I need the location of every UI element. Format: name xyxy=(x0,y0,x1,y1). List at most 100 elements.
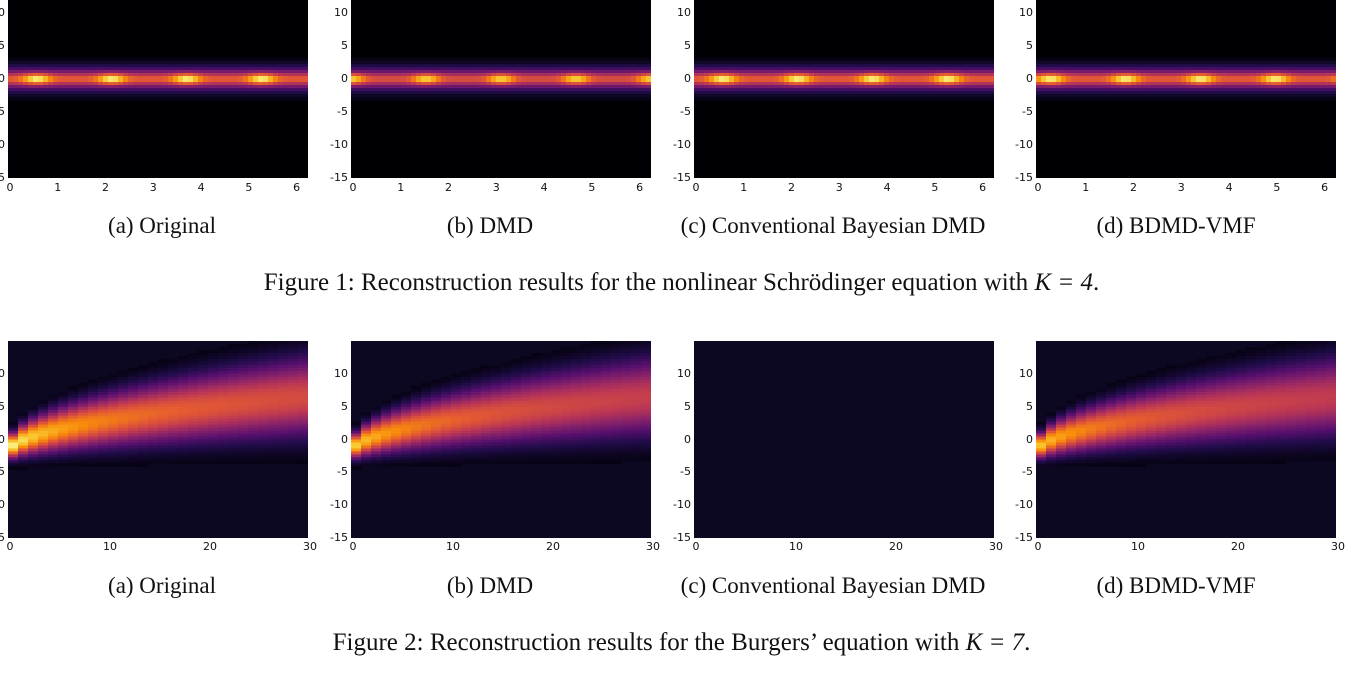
y-tick-label: 0 xyxy=(684,72,691,85)
caption-text: Figure 2: Reconstruction results for the… xyxy=(332,629,966,656)
y-tick-label: -5 xyxy=(1022,105,1033,118)
x-tick-label: 6 xyxy=(1321,181,1329,194)
x-tick-label: 10 xyxy=(1131,540,1145,553)
fig2-heatmap-vmf xyxy=(1036,341,1336,538)
y-tick-label: -10 xyxy=(673,498,691,512)
y-tick-label: -5 xyxy=(680,465,691,479)
x-tick-label: 5 xyxy=(931,181,939,194)
x-tick-label: 10 xyxy=(446,540,460,553)
fig2-heatmap-original xyxy=(8,341,308,538)
y-tick-label: 0 xyxy=(1026,72,1033,85)
x-tick-label: 5 xyxy=(1273,181,1281,194)
y-tick-label: 10 xyxy=(0,6,5,19)
y-tick-label: 5 xyxy=(684,39,691,52)
x-tick-label: 6 xyxy=(636,181,644,194)
x-tick-label: 30 xyxy=(1331,540,1345,553)
y-tick-label: 10 xyxy=(677,6,691,19)
fig1-subcaption-original: (a) Original xyxy=(108,213,216,238)
y-tick-label: 10 xyxy=(334,366,348,380)
x-tick-label: 5 xyxy=(245,181,253,194)
y-tick-label: 5 xyxy=(0,399,5,413)
x-tick-label: 30 xyxy=(989,540,1003,553)
y-tick-label: -15 xyxy=(330,171,348,184)
y-tick-label: 10 xyxy=(1019,6,1033,19)
y-tick-label: -5 xyxy=(1022,465,1033,479)
y-tick-label: 5 xyxy=(0,39,5,52)
y-tick-label: -5 xyxy=(0,105,5,118)
fig2-subcaption-dmd: (b) DMD xyxy=(446,573,534,598)
x-tick-label: 1 xyxy=(1082,181,1090,194)
x-tick-label: 4 xyxy=(197,181,205,194)
x-tick-label: 4 xyxy=(540,181,548,194)
x-tick-label: 4 xyxy=(883,181,891,194)
y-tick-label: -15 xyxy=(0,171,5,184)
y-tick-label: -15 xyxy=(1015,171,1033,184)
y-tick-label: 0 xyxy=(0,72,5,85)
y-tick-label: 0 xyxy=(341,432,348,446)
x-tick-label: 3 xyxy=(1177,181,1185,194)
fig1-subcaption-cbdmd: (c) Conventional Bayesian DMD xyxy=(680,213,986,238)
fig1-heatmap-cbdmd xyxy=(694,0,994,178)
y-tick-label: 10 xyxy=(1019,366,1033,380)
fig2-subcaption-vmf: (d) BDMD-VMF xyxy=(1096,573,1256,598)
y-tick-label: 10 xyxy=(677,366,691,380)
x-tick-label: 20 xyxy=(1231,540,1245,553)
fig1-heatmap-vmf xyxy=(1036,0,1336,178)
fig1-heatmap-dmd xyxy=(351,0,651,178)
y-tick-label: 10 xyxy=(0,366,5,380)
x-tick-label: 1 xyxy=(397,181,405,194)
y-tick-label: -5 xyxy=(337,465,348,479)
y-tick-label: 10 xyxy=(334,6,348,19)
y-tick-label: -5 xyxy=(0,465,5,479)
y-tick-label: 0 xyxy=(684,432,691,446)
x-tick-label: 10 xyxy=(789,540,803,553)
x-tick-label: 0 xyxy=(6,181,14,194)
y-tick-label: 5 xyxy=(341,39,348,52)
x-tick-label: 3 xyxy=(835,181,843,194)
caption-math: K = 4 xyxy=(1034,269,1093,296)
y-tick-label: 5 xyxy=(684,399,691,413)
y-tick-label: 0 xyxy=(341,72,348,85)
fig2-caption: Figure 2: Reconstruction results for the… xyxy=(0,630,1363,655)
x-tick-label: 20 xyxy=(889,540,903,553)
x-tick-label: 0 xyxy=(6,540,14,553)
x-tick-label: 5 xyxy=(588,181,596,194)
y-tick-label: -15 xyxy=(1015,531,1033,544)
fig1-heatmap-original xyxy=(8,0,308,178)
y-tick-label: -10 xyxy=(0,138,5,151)
x-tick-label: 20 xyxy=(546,540,560,553)
y-tick-label: 0 xyxy=(1026,432,1033,446)
x-tick-label: 2 xyxy=(102,181,110,194)
x-tick-label: 0 xyxy=(349,540,357,553)
y-tick-label: 0 xyxy=(0,432,5,446)
x-tick-label: 6 xyxy=(979,181,987,194)
y-tick-label: 5 xyxy=(341,399,348,413)
y-tick-label: -15 xyxy=(673,531,691,544)
x-tick-label: 4 xyxy=(1225,181,1233,194)
x-tick-label: 3 xyxy=(492,181,500,194)
fig1-subcaption-dmd: (b) DMD xyxy=(446,213,534,238)
y-tick-label: 5 xyxy=(1026,399,1033,413)
x-tick-label: 2 xyxy=(788,181,796,194)
x-tick-label: 2 xyxy=(1130,181,1138,194)
y-tick-label: -10 xyxy=(1015,138,1033,151)
caption-suffix: . xyxy=(1024,629,1031,656)
y-tick-label: -5 xyxy=(680,105,691,118)
fig1-subcaption-vmf: (d) BDMD-VMF xyxy=(1096,213,1256,238)
y-tick-label: -10 xyxy=(330,138,348,151)
caption-suffix: . xyxy=(1092,269,1100,296)
fig2-heatmap-cbdmd xyxy=(694,341,994,538)
x-tick-label: 20 xyxy=(203,540,217,553)
x-tick-label: 30 xyxy=(646,540,660,553)
x-tick-label: 0 xyxy=(692,181,700,194)
caption-math: K = 7 xyxy=(965,629,1025,656)
caption-text: Figure 1: Reconstruction results for the… xyxy=(263,269,1035,296)
x-tick-label: 1 xyxy=(54,181,62,194)
x-tick-label: 0 xyxy=(1034,540,1042,553)
y-tick-label: -15 xyxy=(0,531,5,544)
fig2-subcaption-original: (a) Original xyxy=(108,573,216,598)
y-tick-label: -10 xyxy=(673,138,691,151)
y-tick-label: -10 xyxy=(0,498,5,512)
x-tick-label: 0 xyxy=(1034,181,1042,194)
y-tick-label: -15 xyxy=(673,171,691,184)
